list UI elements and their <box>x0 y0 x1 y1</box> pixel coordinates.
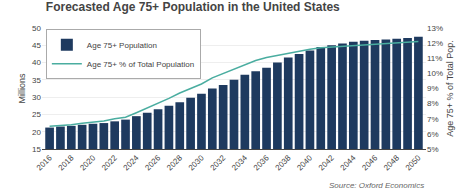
svg-text:Source: Oxford Economics: Source: Oxford Economics <box>329 181 424 190</box>
svg-text:2026: 2026 <box>143 153 162 172</box>
svg-text:2042: 2042 <box>317 153 336 172</box>
svg-text:2048: 2048 <box>382 153 401 172</box>
svg-text:2024: 2024 <box>122 153 141 172</box>
svg-text:Forecasted Age 75+ Population: Forecasted Age 75+ Population in the Uni… <box>46 0 340 14</box>
svg-text:2032: 2032 <box>208 153 227 172</box>
svg-text:2040: 2040 <box>295 153 314 172</box>
svg-text:2022: 2022 <box>100 153 119 172</box>
svg-text:2018: 2018 <box>57 153 76 172</box>
svg-text:2020: 2020 <box>78 153 97 172</box>
svg-text:2030: 2030 <box>187 153 206 172</box>
svg-text:7%: 7% <box>427 115 439 124</box>
svg-text:45: 45 <box>32 41 41 50</box>
svg-text:Age 75+ % of Total Pop.: Age 75+ % of Total Pop. <box>445 40 455 137</box>
svg-text:Age 75+ Population: Age 75+ Population <box>87 41 157 50</box>
svg-text:5%: 5% <box>427 145 439 154</box>
svg-text:10%: 10% <box>427 69 443 78</box>
svg-text:2036: 2036 <box>252 153 271 172</box>
svg-text:2038: 2038 <box>274 153 293 172</box>
svg-text:Age 75+ % of Total Population: Age 75+ % of Total Population <box>87 60 194 69</box>
svg-text:9%: 9% <box>427 84 439 93</box>
svg-text:2028: 2028 <box>165 153 184 172</box>
svg-text:2050: 2050 <box>404 153 423 172</box>
svg-text:35: 35 <box>32 76 41 85</box>
svg-text:30: 30 <box>32 93 41 102</box>
svg-text:20: 20 <box>32 128 41 137</box>
svg-text:25: 25 <box>32 110 41 119</box>
svg-text:2044: 2044 <box>339 153 358 172</box>
svg-text:50: 50 <box>32 24 41 33</box>
svg-text:12%: 12% <box>427 39 443 48</box>
svg-text:2016: 2016 <box>35 153 54 172</box>
svg-text:11%: 11% <box>427 54 442 63</box>
svg-text:6%: 6% <box>427 130 439 139</box>
svg-text:2046: 2046 <box>360 153 379 172</box>
svg-text:40: 40 <box>32 58 41 67</box>
svg-text:Millions: Millions <box>17 73 27 104</box>
svg-text:13%: 13% <box>427 24 443 33</box>
svg-text:15: 15 <box>32 145 41 154</box>
svg-text:8%: 8% <box>427 99 439 108</box>
svg-text:2034: 2034 <box>230 153 249 172</box>
